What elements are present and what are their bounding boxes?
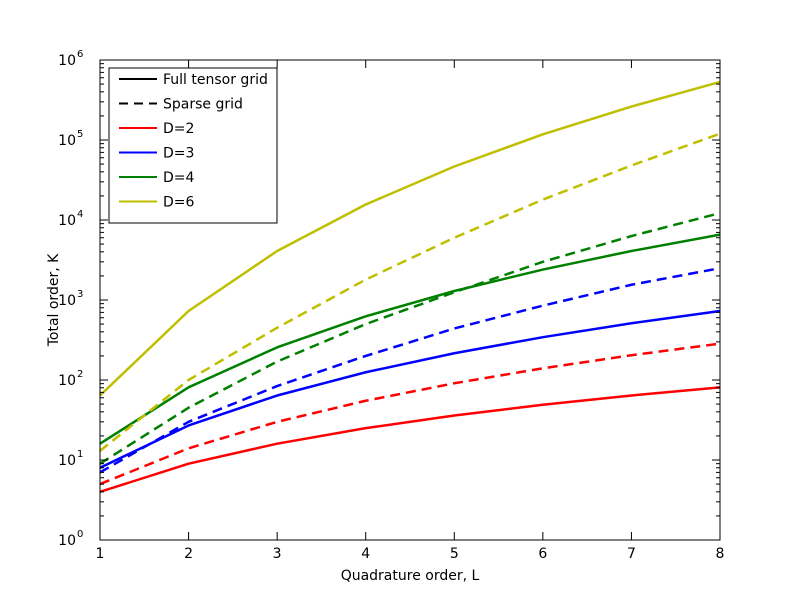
series-line-d3-full-tensor-grid bbox=[99, 309, 721, 469]
x-tick-labels: 1 2 3 4 5 6 7 8 bbox=[96, 546, 725, 562]
y-tick-exponent: 2 bbox=[77, 369, 83, 380]
y-tick-exponent: 0 bbox=[77, 529, 83, 540]
x-tick-label: 8 bbox=[716, 546, 725, 562]
series-line-d4-full-tensor-grid bbox=[99, 233, 721, 445]
legend-label: D=2 bbox=[163, 121, 194, 137]
y-tick-label: 10 bbox=[58, 373, 76, 389]
y-tick-label: 10 bbox=[58, 53, 76, 69]
series-line-d4-sparse-grid bbox=[99, 211, 721, 465]
y-tick-label: 10 bbox=[58, 533, 76, 549]
y-tick-label: 10 bbox=[58, 133, 76, 149]
x-tick-label: 7 bbox=[627, 546, 636, 562]
y-tick-label: 10 bbox=[58, 453, 76, 469]
x-tick-label: 6 bbox=[538, 546, 547, 562]
legend-label: D=4 bbox=[163, 170, 195, 186]
y-tick-exponent: 4 bbox=[77, 209, 83, 220]
y-tick-exponent: 6 bbox=[77, 49, 83, 60]
legend-label: D=3 bbox=[163, 146, 194, 162]
series-line-d2-sparse-grid bbox=[99, 342, 721, 486]
y-tick-exponent: 1 bbox=[77, 449, 83, 460]
y-tick-label: 10 bbox=[58, 293, 76, 309]
series-line-d3-sparse-grid bbox=[99, 266, 721, 474]
legend: Full tensor grid Sparse grid D=2 D=3 D=4 D=6 bbox=[108, 67, 278, 224]
x-tick-label: 5 bbox=[450, 546, 459, 562]
legend-box bbox=[108, 67, 278, 224]
series-line-d2-full-tensor-grid bbox=[99, 386, 721, 494]
x-tick-label: 1 bbox=[96, 546, 105, 562]
x-tick-label: 3 bbox=[273, 546, 282, 562]
y-tick-exponent: 3 bbox=[77, 289, 83, 300]
x-tick-label: 4 bbox=[361, 546, 370, 562]
series-line-d6-sparse-grid bbox=[99, 132, 721, 452]
series-lines bbox=[99, 80, 721, 494]
axis-ticks bbox=[99, 59, 721, 541]
y-axis-label: Total order, K bbox=[46, 253, 62, 347]
x-tick-label: 2 bbox=[184, 546, 193, 562]
legend-label: Sparse grid bbox=[163, 97, 243, 113]
y-tick-label: 10 bbox=[58, 213, 76, 229]
x-axis-label: Quadrature order, L bbox=[341, 568, 480, 584]
series-line-d6-full-tensor-grid bbox=[99, 80, 721, 397]
legend-label: D=6 bbox=[163, 195, 195, 211]
y-tick-exponent: 5 bbox=[77, 129, 83, 140]
legend-label: Full tensor grid bbox=[163, 72, 268, 88]
